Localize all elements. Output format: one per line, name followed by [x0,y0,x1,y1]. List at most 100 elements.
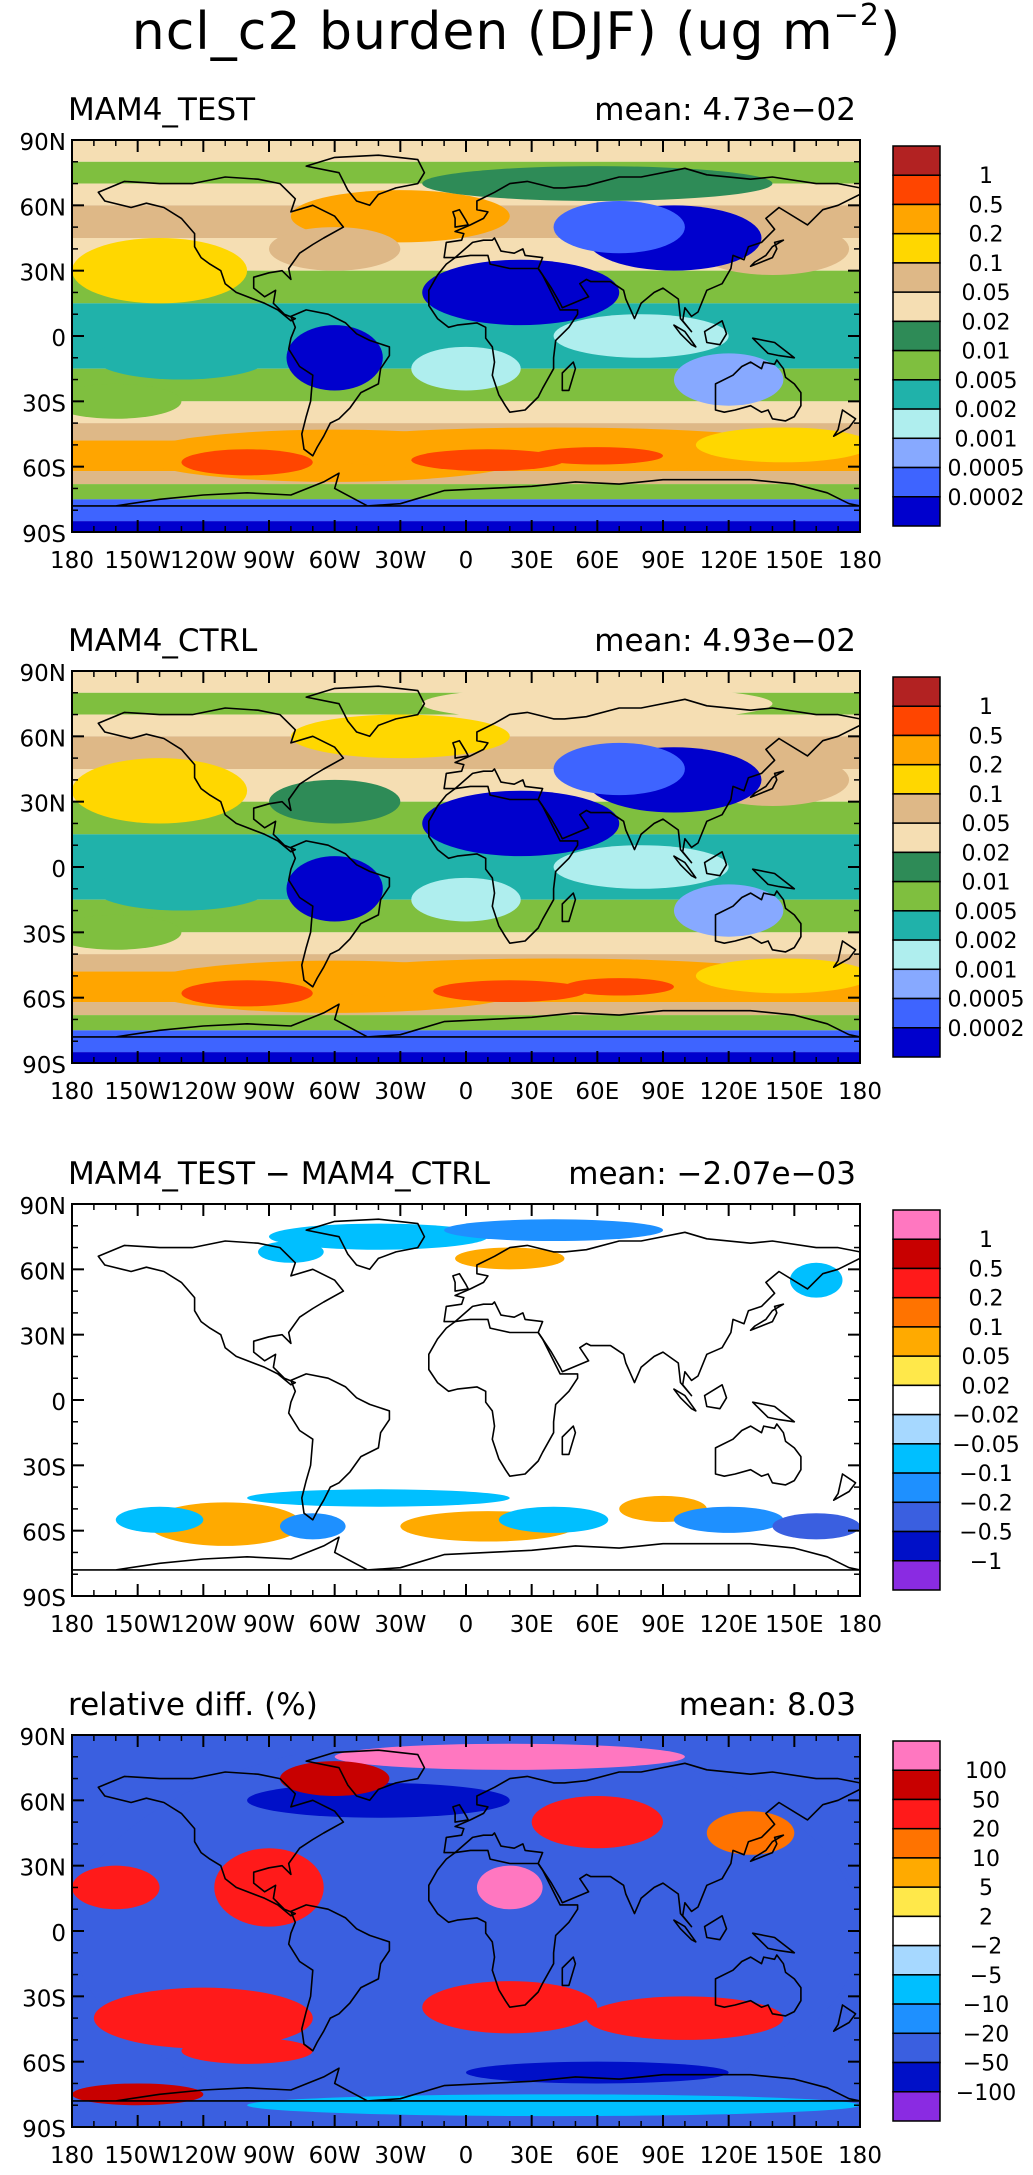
lat-tick-label: 30N [20,1856,66,1882]
coastline-britain [452,1803,470,1823]
colorbar: 1 0.5 0.2 0.1 0.05 0.02 0.01 0.005 0.002 0.001 0.0… [892,145,1025,527]
figure-title-superscript: −2 [833,0,880,33]
colorbar-swatch [892,145,941,176]
colorbar: 1 0.5 0.2 0.1 0.05 0.02 −0.02 −0.05 −0.1 −0.2 −0.5… [892,1209,1020,1591]
lat-tick-label: 0 [51,1390,66,1416]
coastlines [72,154,860,507]
field-patch [433,980,587,1003]
field-patch [72,914,182,950]
coastline-africa [427,254,579,414]
field-patch [93,336,269,380]
panel-title: MAM4_TEST − MAM4_CTRL [68,1156,491,1192]
field-band [72,499,860,522]
field-patch [476,1865,543,1910]
coastline-greenland [305,1218,426,1271]
colorbar-swatch [892,2032,941,2064]
coastline-australia [714,1423,802,1486]
lat-tick-label: 60S [22,2052,66,2078]
colorbar-swatch [892,705,941,737]
colorbar-label: 100 [965,1759,1007,1784]
field-patch [411,346,521,391]
colorbar-label: 1 [979,1228,993,1253]
lon-tick-label: 90W [243,1612,295,1638]
coastline-antarctica [72,2067,860,2102]
lat-tick-label: 90N [20,130,66,156]
colorbar-label: −0.2 [959,1491,1012,1516]
coastline-africa [427,1849,579,2008]
lon-tick-label: 180 [50,548,94,574]
field-patch [695,958,860,994]
lon-tick-label: 0 [459,1079,474,1105]
lon-tick-label: 180 [838,1079,882,1105]
colorbar-swatch [892,1886,941,1918]
colorbar-label: −20 [963,2022,1009,2047]
field-patch [695,427,860,463]
panel-2: MAM4_CTRL mean: 4.93e−02 90N 60N 30N 0 30S 60S 9… [20,623,1025,1105]
colorbar-label: 0.02 [962,310,1011,335]
figure-title-close: ) [879,2,902,62]
field-band [72,401,860,424]
colorbar-label: 5 [979,1876,993,1901]
field-patch [279,1513,346,1540]
coastline-north-america [97,176,345,322]
colorbar-swatch [892,349,941,381]
lon-tick-label: 30E [510,1079,554,1105]
colorbar-label: −50 [963,2052,1009,2077]
coastline-north-america [97,1771,345,1917]
lon-tick-label: 180 [838,1612,882,1638]
colorbar-label: 0.02 [962,1374,1011,1399]
coastline-madagascar [561,892,577,923]
coastline-new-guinea [751,337,796,359]
lon-tick-label: 60W [309,1612,361,1638]
coastline-borneo [703,1384,728,1410]
lon-tick-label: 30E [510,1612,554,1638]
lon-tick-label: 120E [699,2143,757,2169]
colorbar-swatch [892,1267,941,1299]
field-patch [586,1996,784,2040]
colorbar-label: 0.002 [955,929,1018,954]
colorbar-swatch [892,2003,941,2035]
colorbar-swatch [892,320,941,352]
lon-tick-label: 60E [575,1079,619,1105]
field-patch [553,845,729,889]
lat-tick-label: 60S [22,457,66,483]
lon-tick-label: 120W [170,1612,237,1638]
colorbar-swatch [892,1238,941,1270]
field-patch [290,958,817,1003]
coastline-australia [714,890,802,953]
colorbar-swatch [892,1915,941,1947]
lon-tick-label: 120W [170,2143,237,2169]
field-layer [72,671,860,1063]
colorbar-swatch [892,174,941,206]
lon-tick-label: 30W [374,548,426,574]
colorbar-swatch [892,910,941,941]
colorbar-label: 0.01 [962,871,1011,896]
field-patch [72,2083,204,2106]
field-patch [564,978,674,996]
field-band [72,1015,860,1031]
coastline-antarctica [72,472,860,507]
colorbar-swatch [892,466,941,498]
coastline-new-zealand [832,2004,857,2032]
lon-tick-label: 90W [243,2143,295,2169]
colorbar-swatch [892,1472,941,1504]
field-band [72,932,860,955]
field-band [72,1030,860,1053]
field-patch [72,383,182,419]
field-patch [466,2061,729,2084]
field-patch [411,449,565,472]
colorbar-label: 0.1 [969,252,1004,277]
field-patch [706,1811,795,1855]
field-patch [498,1506,609,1533]
colorbar-swatch [892,232,941,264]
colorbar-swatch [892,676,941,707]
lat-tick-label: 90N [20,1725,66,1751]
lat-tick-label: 30N [20,261,66,287]
lon-tick-label: 150E [765,1079,823,1105]
lon-tick-label: 120W [170,548,237,574]
colorbar-swatch [892,1384,941,1416]
colorbar-label: 0.0002 [948,486,1025,511]
colorbar-swatch [892,763,941,795]
coastline-south-america [287,1904,391,2052]
lon-tick-label: 150E [765,1612,823,1638]
